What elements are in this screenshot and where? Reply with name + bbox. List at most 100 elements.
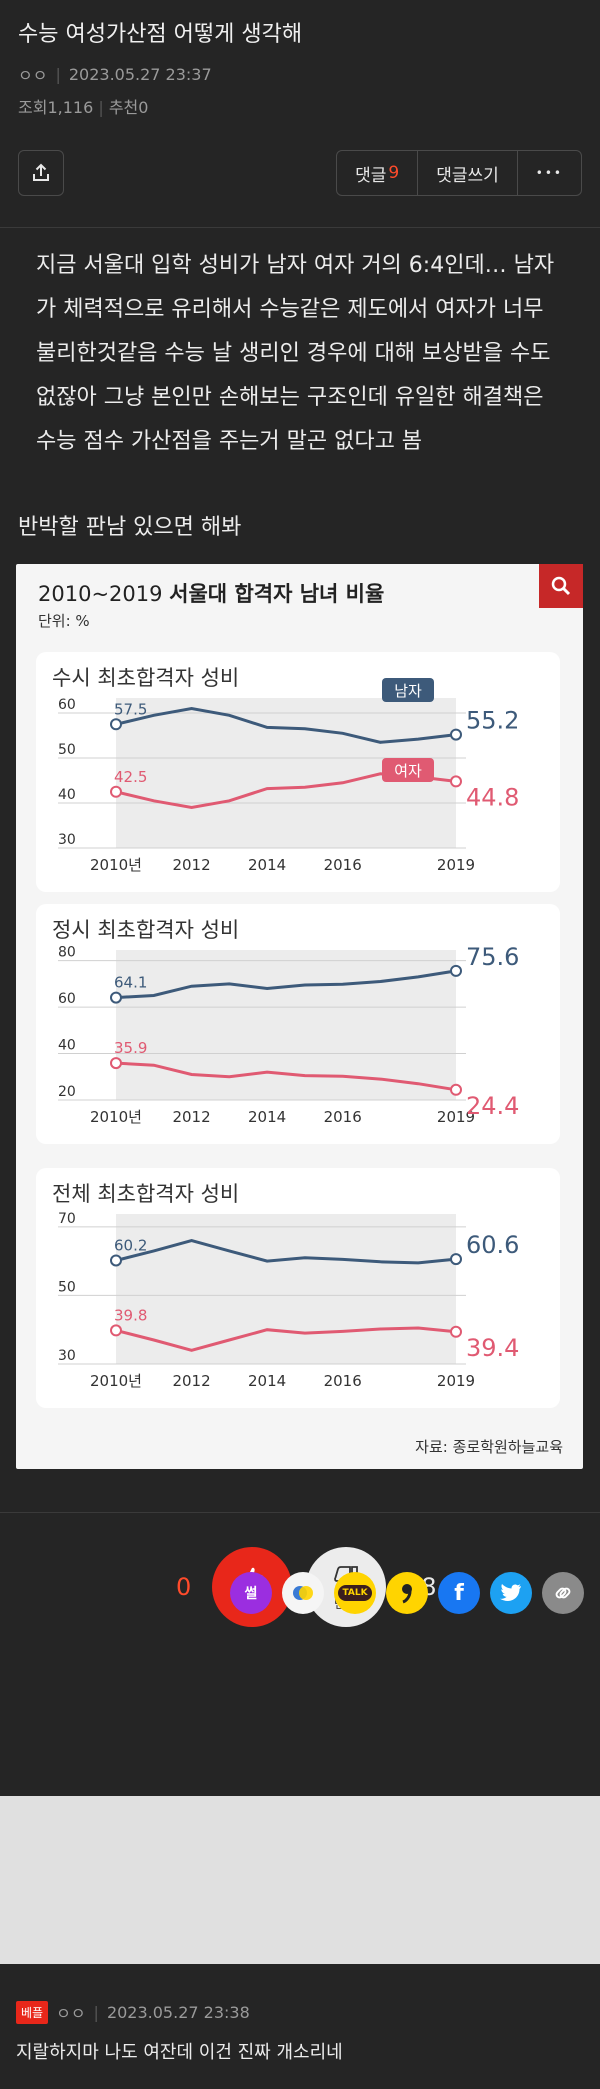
data-point: [450, 1325, 462, 1338]
y-tick-label: 30: [58, 832, 76, 848]
y-tick-label: 50: [58, 1279, 76, 1295]
x-tick-label: 2010년: [90, 856, 142, 874]
data-label: 35.9: [114, 1039, 147, 1057]
data-point: [110, 1254, 122, 1267]
kakaotalk-label: TALK: [338, 1585, 372, 1601]
recommend-count: 추천0: [108, 98, 149, 117]
chart-panel-total: 전체 최초합격자 성비 30 50 70 2010년 2012 2014 2016 2019 6…: [36, 1168, 560, 1408]
data-label: 55.2: [466, 707, 519, 735]
comments-button[interactable]: 댓글 9: [337, 151, 419, 195]
x-tick-label: 2010년: [90, 1108, 142, 1126]
data-label: 39.8: [114, 1306, 147, 1324]
panel-title: 수시 최초합격자 성비: [52, 666, 240, 690]
toolbar-actions: 댓글 9 댓글쓰기 •••: [336, 150, 582, 196]
data-label: 57.5: [114, 700, 147, 718]
data-point: [110, 1324, 122, 1337]
y-tick-label: 80: [58, 945, 76, 961]
y-tick-label: 50: [58, 742, 76, 758]
data-point: [110, 785, 122, 798]
data-label: 64.1: [114, 974, 147, 992]
post-body: 지금 서울대 입학 성비가 남자 여자 거의 6:4인데… 남자가 체력적으로 …: [36, 253, 555, 454]
comment-datetime: 2023.05.27 23:38: [106, 2002, 250, 2022]
kakao-comma-icon[interactable]: [386, 1572, 428, 1614]
more-button[interactable]: •••: [535, 166, 563, 180]
data-point: [450, 1253, 462, 1266]
view-count: 조회1,116: [18, 98, 94, 117]
kakao-story-glyph: [293, 1586, 313, 1600]
chart-title-light: 2010~2019: [38, 582, 170, 606]
series-line: [115, 1326, 457, 1352]
copy-link-icon[interactable]: [542, 1572, 584, 1614]
data-point: [110, 991, 122, 1004]
chart-title: 2010~2019 서울대 합격자 남녀 비율: [38, 578, 384, 608]
share-row: 썰 TALK f: [230, 1572, 584, 1614]
x-tick-label: 2014: [248, 1108, 286, 1126]
plot-area: [116, 950, 456, 1100]
facebook-icon[interactable]: f: [438, 1572, 480, 1614]
write-comment-button[interactable]: 댓글쓰기: [418, 151, 518, 195]
meta-divider: |: [98, 98, 109, 117]
line-chart-susi: 30 40 50 60 2010년 2012 2014 2016 2019 57.5 55.2 남자 4…: [58, 678, 519, 874]
series-line: [115, 1239, 457, 1265]
data-point: [450, 775, 462, 788]
data-label: 75.6: [466, 943, 519, 971]
twitter-icon[interactable]: [490, 1572, 532, 1614]
data-label: 42.5: [114, 768, 147, 786]
post-stats: 조회1,116 | 추천0: [18, 94, 582, 118]
panel-title: 전체 최초합격자 성비: [52, 1182, 240, 1206]
legend-label: 여자: [394, 762, 422, 780]
x-tick-label: 2010년: [90, 1372, 142, 1390]
x-tick-label: 2016: [324, 856, 362, 874]
data-label: 24.4: [466, 1092, 519, 1120]
zoom-search-button[interactable]: [539, 564, 583, 608]
data-point: [450, 728, 462, 741]
x-tick-label: 2012: [172, 1372, 210, 1390]
data-label: 60.2: [114, 1236, 147, 1254]
seol-share-icon[interactable]: 썰: [230, 1572, 272, 1614]
y-tick-label: 20: [58, 1084, 76, 1100]
post-datetime: 2023.05.27 23:37: [68, 64, 212, 84]
post-body-2: 반박할 판남 있으면 해봐: [18, 515, 242, 540]
data-label: 39.4: [466, 1334, 519, 1362]
upvote-count: 0: [176, 1573, 192, 1601]
y-tick-label: 30: [58, 1348, 76, 1364]
link-glyph: [555, 1587, 571, 1599]
chart-source: 자료: 종로학원하늘교육: [415, 1438, 563, 1456]
x-tick-label: 2019: [437, 856, 475, 874]
post-header: 수능 여성가산점 어떻게 생각해 ㅇㅇ | 2023.05.27 23:37 조…: [0, 0, 600, 228]
data-point: [110, 718, 122, 731]
plot-area: [116, 1214, 456, 1364]
legend-label: 남자: [394, 682, 422, 700]
legend-tag: [382, 758, 434, 782]
line-chart-jeongsi: 20 40 60 80 2010년 2012 2014 2016 2019 64.1 75.6 35.…: [58, 943, 519, 1126]
author-name[interactable]: ㅇㅇ: [18, 66, 48, 85]
y-tick-label: 40: [58, 787, 76, 803]
search-icon: [551, 576, 571, 596]
chart-panel-jeongsi: 정시 최초합격자 성비 20 40 60 80 2010년 2012 2014 2016 201…: [36, 904, 560, 1144]
y-tick-label: 60: [58, 697, 76, 713]
line-chart-total: 30 50 70 2010년 2012 2014 2016 2019 60.2 60.6 39.8 3…: [58, 1211, 519, 1390]
comment-author[interactable]: ㅇㅇ: [56, 2004, 86, 2023]
kakaotalk-icon[interactable]: TALK: [334, 1572, 376, 1614]
ad-placeholder: [0, 1796, 600, 1964]
x-tick-label: 2016: [324, 1108, 362, 1126]
y-tick-label: 60: [58, 991, 76, 1007]
kakao-story-icon[interactable]: [282, 1572, 324, 1614]
x-tick-label: 2019: [437, 1372, 475, 1390]
meta-divider: |: [93, 2002, 99, 2022]
chart-unit: 단위: %: [38, 612, 90, 630]
comma-glyph: [402, 1584, 412, 1604]
post-meta: ㅇㅇ | 2023.05.27 23:37: [18, 62, 582, 86]
comment-text: 지랄하지마 나도 여잔데 이건 진짜 개소리네: [16, 2042, 343, 2063]
data-point: [110, 1057, 122, 1070]
x-tick-label: 2019: [437, 1108, 475, 1126]
best-badge: 베플: [16, 2000, 49, 2024]
x-tick-label: 2016: [324, 1372, 362, 1390]
share-button[interactable]: [18, 150, 64, 196]
legend-tag: [382, 678, 434, 702]
data-point: [450, 1083, 462, 1096]
data-label: 44.8: [466, 783, 519, 811]
post-title: 수능 여성가산점 어떻게 생각해: [18, 22, 303, 47]
data-label: 60.6: [466, 1231, 519, 1259]
comments-label: 댓글: [355, 165, 387, 186]
